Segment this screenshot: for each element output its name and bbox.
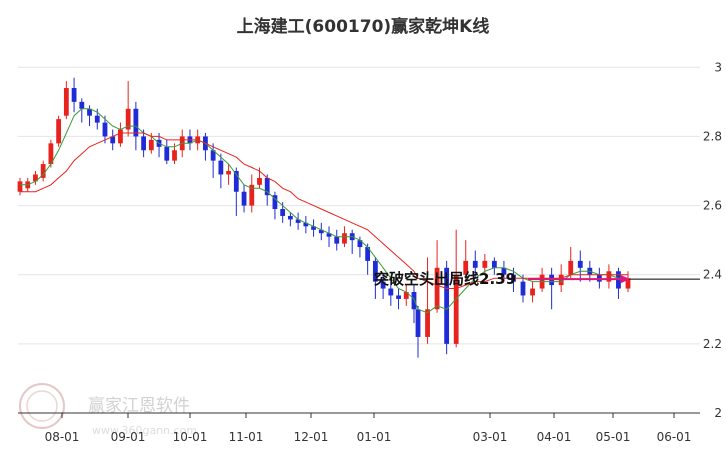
candle-body — [491, 260, 497, 268]
x-tick-label: 03-01 — [473, 430, 508, 444]
candle-body — [133, 108, 139, 137]
candle-body — [17, 181, 23, 192]
candle-body — [303, 222, 309, 227]
candle-body — [110, 136, 116, 144]
candle-body — [434, 267, 440, 310]
y-tick-label: 2.6 — [703, 199, 722, 213]
watermark: 赢家江恩软件 www.360gann.com — [19, 383, 197, 437]
x-tick-label: 11-01 — [229, 430, 264, 444]
candle-body — [125, 108, 131, 130]
candle-body — [326, 233, 332, 237]
candle-body — [249, 184, 255, 206]
x-tick-label: 12-01 — [294, 430, 329, 444]
signal-label: 突破空头出局线2.39 — [374, 270, 516, 288]
candle-body — [218, 160, 224, 175]
candle-body — [71, 88, 77, 102]
candle-body — [372, 260, 378, 282]
candle-body — [577, 260, 583, 268]
y-tick-label: 2.4 — [703, 268, 722, 282]
candle-body — [425, 309, 430, 337]
candle-body — [530, 288, 535, 296]
chart-title: 上海建工(600170)赢家乾坤K线 — [237, 16, 490, 37]
candle-body — [411, 292, 417, 310]
candle-body — [272, 195, 278, 210]
candle-body — [148, 139, 154, 151]
candle-body — [94, 115, 100, 123]
candle-body — [334, 236, 340, 244]
x-tick-label: 04-01 — [537, 430, 572, 444]
candle-body — [295, 219, 301, 223]
candle-body — [403, 292, 409, 299]
candle-body — [241, 191, 247, 206]
candle-body — [87, 108, 92, 116]
watermark-url: www.360gann.com — [92, 424, 197, 437]
y-axis: 2 2.2 2.4 2.6 2.8 3 — [703, 60, 722, 420]
x-tick-label: 10-01 — [173, 430, 208, 444]
ma-short-line — [20, 108, 628, 314]
x-tick-label: 08-01 — [45, 430, 80, 444]
candle-body — [226, 171, 231, 175]
moving-averages — [20, 108, 628, 314]
candle-body — [444, 267, 450, 344]
candle-body — [56, 119, 62, 144]
candle-body — [210, 150, 216, 161]
candle-body — [33, 174, 38, 182]
candle-body — [141, 136, 147, 151]
y-tick-label: 2 — [714, 406, 722, 420]
candle-body — [342, 233, 347, 244]
candle-body — [453, 274, 459, 344]
candle-body — [311, 226, 316, 230]
candle-body — [388, 288, 394, 296]
candle-body — [520, 281, 526, 296]
y-tick-label: 2.8 — [703, 129, 722, 143]
candle-body — [257, 177, 262, 185]
candle-body — [264, 177, 270, 196]
y-tick-label: 3 — [714, 60, 722, 74]
candle-body — [365, 247, 371, 261]
candle-body — [396, 295, 401, 299]
candle-body — [280, 209, 286, 216]
candle-body — [463, 260, 469, 275]
watermark-name: 赢家江恩软件 — [88, 396, 190, 416]
x-tick-label: 06-01 — [657, 430, 692, 444]
y-tick-label: 2.2 — [703, 337, 722, 351]
candle-body — [172, 150, 177, 161]
candle-body — [318, 229, 324, 234]
candle-body — [568, 260, 574, 275]
x-tick-label: 05-01 — [596, 430, 631, 444]
signal-annotation: 突破空头出局线2.39 — [374, 270, 700, 288]
ma-long-line — [20, 132, 628, 289]
candle-body — [118, 129, 123, 144]
candle-body — [40, 164, 46, 178]
candle-body — [625, 278, 631, 289]
candle-body — [380, 281, 386, 289]
candle-body — [606, 271, 612, 282]
candle-body — [472, 260, 478, 268]
candle-body — [482, 260, 488, 268]
candle-body — [357, 240, 363, 248]
candle-body — [415, 309, 421, 337]
x-tick-label: 09-01 — [111, 430, 146, 444]
x-tick-label: 01-01 — [357, 430, 392, 444]
candle-body — [63, 88, 69, 116]
x-axis: 08-01 09-01 10-01 11-01 12-01 01-01 03-01 04-01… — [18, 412, 700, 444]
candle-body — [287, 215, 293, 220]
candle-body — [102, 122, 108, 137]
candle-body — [48, 143, 54, 165]
signal-arrow-head — [621, 275, 630, 284]
candle-body — [233, 171, 239, 192]
candle-body — [164, 146, 170, 161]
candle-body — [501, 267, 507, 275]
candle-body — [79, 101, 85, 109]
